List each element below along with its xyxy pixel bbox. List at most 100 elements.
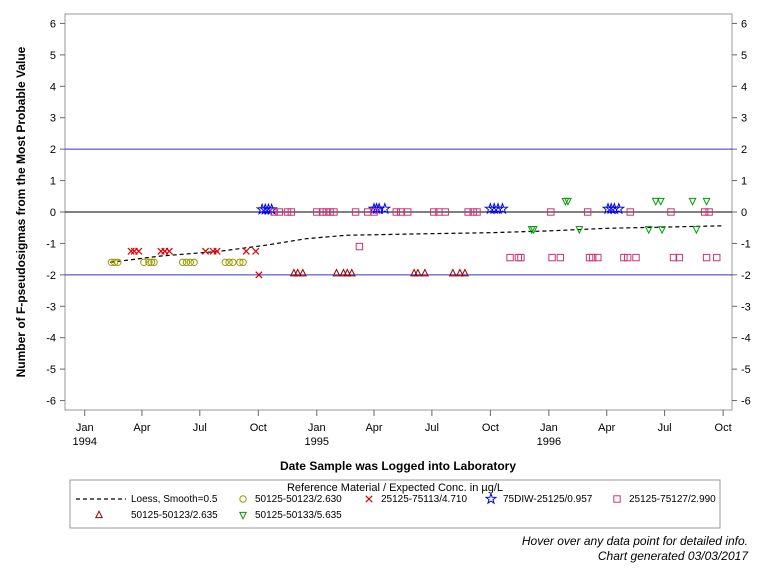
data-point-square[interactable] [632, 253, 640, 262]
data-point-x[interactable] [242, 247, 250, 255]
data-point-triangle-down[interactable] [692, 226, 701, 235]
legend-swatch-star[interactable] [484, 492, 498, 505]
data-point-x[interactable] [165, 247, 173, 255]
legend-swatch-circle[interactable] [239, 495, 247, 503]
data-point-circle[interactable] [190, 258, 198, 266]
data-point-circle[interactable] [178, 258, 187, 266]
data-point-triangle-up[interactable] [455, 268, 464, 277]
data-point-square[interactable] [506, 253, 514, 262]
data-point-square[interactable] [594, 253, 602, 262]
data-point-star[interactable] [612, 202, 626, 215]
data-point-square[interactable] [318, 208, 327, 216]
data-point-x[interactable] [213, 247, 221, 255]
data-point-circle[interactable] [145, 258, 153, 266]
data-point-square[interactable] [430, 208, 438, 216]
legend-swatch-square[interactable] [613, 495, 621, 503]
data-point-triangle-up[interactable] [410, 268, 419, 277]
data-point-triangle-down[interactable] [688, 197, 697, 206]
data-point-square[interactable] [283, 208, 292, 216]
data-point-circle[interactable] [236, 258, 244, 266]
data-point-square[interactable] [547, 208, 555, 216]
data-point-triangle-up[interactable] [332, 268, 341, 277]
data-point-square[interactable] [287, 208, 296, 216]
data-point-square[interactable] [355, 242, 364, 251]
data-point-square[interactable] [404, 208, 412, 216]
data-point-triangle-up[interactable] [343, 268, 352, 277]
data-point-square[interactable] [514, 253, 523, 262]
data-point-x[interactable] [135, 247, 143, 255]
data-point-star[interactable] [496, 202, 509, 215]
data-point-square[interactable] [370, 208, 378, 216]
data-point-triangle-down[interactable] [658, 226, 667, 235]
data-point-circle[interactable] [225, 258, 233, 266]
data-point-square[interactable] [517, 253, 525, 262]
data-point-square[interactable] [351, 208, 360, 216]
data-point-triangle-down[interactable] [702, 197, 711, 206]
data-point-x[interactable] [201, 247, 210, 255]
data-point-circle[interactable] [221, 258, 229, 266]
data-point-square[interactable] [702, 253, 711, 262]
data-point-triangle-up[interactable] [298, 268, 307, 277]
data-point-square[interactable] [626, 208, 634, 216]
data-point-triangle-up[interactable] [347, 268, 356, 277]
legend-swatch-triangle-up[interactable] [94, 510, 104, 519]
y-tick-label: 2 [50, 144, 56, 156]
data-point-square[interactable] [322, 208, 331, 216]
data-point-square[interactable] [392, 208, 400, 216]
data-point-square[interactable] [326, 208, 334, 216]
data-point-circle[interactable] [229, 258, 237, 266]
data-point-circle[interactable] [140, 258, 148, 266]
data-point-x[interactable] [255, 271, 263, 279]
data-point-star[interactable] [265, 202, 279, 215]
data-point-triangle-up[interactable] [448, 268, 457, 277]
data-point-triangle-down[interactable] [644, 226, 653, 235]
data-point-triangle-up[interactable] [413, 268, 422, 277]
y-tick-label-right: 6 [741, 18, 747, 30]
data-point-square[interactable] [667, 208, 675, 216]
data-point-triangle-up[interactable] [289, 268, 298, 277]
data-point-triangle-up[interactable] [339, 268, 348, 277]
data-point-x[interactable] [252, 247, 260, 255]
legend-swatch-x[interactable] [365, 495, 373, 503]
data-point-square[interactable] [624, 253, 632, 262]
data-point-circle[interactable] [150, 258, 158, 266]
data-point-square[interactable] [270, 208, 278, 216]
data-point-square[interactable] [713, 253, 721, 262]
data-point-square[interactable] [464, 208, 472, 216]
data-point-triangle-down[interactable] [563, 197, 572, 206]
data-point-square[interactable] [548, 253, 556, 262]
legend-swatch-triangle-down[interactable] [238, 511, 248, 520]
data-points[interactable] [107, 197, 721, 279]
data-point-circle[interactable] [182, 258, 191, 266]
data-point-square[interactable] [556, 253, 565, 262]
data-point-square[interactable] [313, 208, 321, 216]
data-point-square[interactable] [469, 208, 477, 216]
data-point-triangle-down[interactable] [651, 197, 660, 206]
data-point-triangle-up[interactable] [293, 268, 302, 277]
data-point-square[interactable] [620, 253, 628, 262]
data-point-triangle-down[interactable] [656, 197, 665, 206]
data-point-circle[interactable] [147, 258, 156, 266]
data-point-circle[interactable] [239, 258, 247, 266]
data-point-square[interactable] [441, 208, 449, 216]
data-point-circle[interactable] [110, 258, 119, 266]
data-point-triangle-up[interactable] [420, 268, 429, 277]
data-point-square[interactable] [675, 253, 683, 262]
data-point-square[interactable] [583, 208, 592, 216]
data-point-square[interactable] [705, 208, 713, 216]
data-point-square[interactable] [397, 208, 405, 216]
data-point-star[interactable] [262, 202, 275, 215]
data-point-circle[interactable] [114, 258, 122, 266]
data-point-star[interactable] [378, 202, 392, 215]
data-point-square[interactable] [330, 208, 338, 216]
data-point-square[interactable] [589, 253, 597, 262]
data-point-circle[interactable] [186, 258, 194, 266]
data-point-square[interactable] [275, 208, 283, 216]
data-point-square[interactable] [700, 208, 709, 216]
data-point-square[interactable] [669, 253, 678, 262]
data-point-triangle-down[interactable] [575, 226, 584, 235]
data-point-square[interactable] [473, 208, 481, 216]
data-point-triangle-up[interactable] [460, 268, 469, 277]
data-point-triangle-down[interactable] [529, 226, 538, 235]
data-point-x[interactable] [127, 247, 135, 255]
